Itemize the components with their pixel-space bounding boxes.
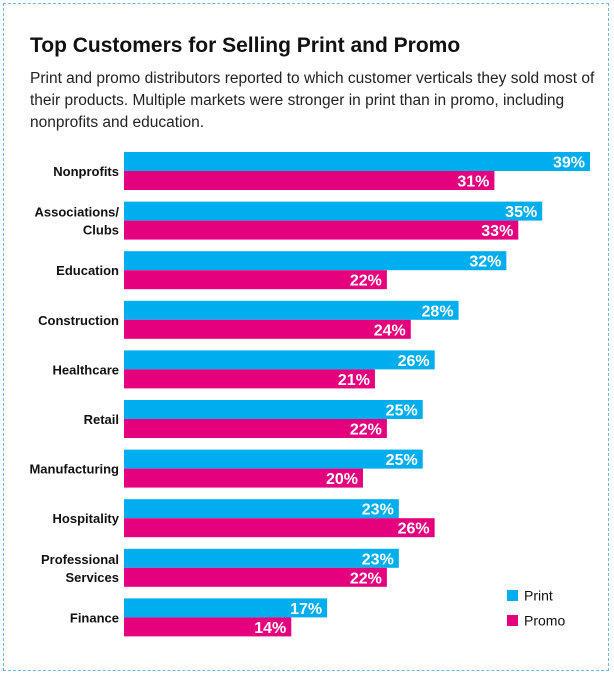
bar-print xyxy=(124,201,543,221)
bar-print xyxy=(124,350,435,370)
chart-frame xyxy=(3,3,609,671)
bar-print xyxy=(124,598,328,618)
data-label-print: 25% xyxy=(386,403,418,420)
category-group: Healthcare 26% 21% xyxy=(53,350,435,389)
category-label: Finance xyxy=(70,610,119,625)
bar-promo xyxy=(124,518,435,538)
category-label: Professional xyxy=(41,552,119,567)
bar-print xyxy=(124,152,590,171)
category-group: Associations/Clubs 35% 33% xyxy=(34,201,543,240)
legend-label-print: Print xyxy=(524,588,553,604)
chart-title: Top Customers for Selling Print and Prom… xyxy=(30,34,461,57)
data-label-print: 23% xyxy=(362,551,394,568)
data-label-print: 32% xyxy=(469,254,501,271)
data-label-promo: 20% xyxy=(326,471,358,488)
category-label: Associations/ xyxy=(34,205,119,220)
category-label: Retail xyxy=(84,412,119,427)
data-label-promo: 22% xyxy=(350,570,382,587)
category-group: Education 32% 22% xyxy=(56,251,507,290)
data-label-print: 28% xyxy=(422,303,454,320)
data-label-print: 17% xyxy=(290,601,322,618)
category-group: Nonprofits 39% 31% xyxy=(53,152,590,191)
category-label: Construction xyxy=(38,313,119,328)
data-label-promo: 22% xyxy=(350,422,382,439)
data-label-print: 25% xyxy=(386,452,418,469)
data-label-promo: 24% xyxy=(374,322,406,339)
bar-promo xyxy=(124,270,387,290)
category-group: Finance 17%14% xyxy=(70,598,328,637)
data-label-print: 39% xyxy=(553,155,585,172)
bar-print xyxy=(124,499,399,519)
bar-promo xyxy=(124,220,519,240)
legend: Print Promo xyxy=(507,588,565,629)
category-group: Hospitality 23%26% xyxy=(53,499,435,538)
bar-print xyxy=(124,251,507,271)
data-label-promo: 22% xyxy=(350,273,382,290)
category-label: Healthcare xyxy=(53,362,119,377)
category-label: Hospitality xyxy=(53,511,120,526)
category-group: Construction 28% 24% xyxy=(38,300,459,339)
data-label-promo: 14% xyxy=(254,620,286,637)
data-label-print: 26% xyxy=(398,353,430,370)
category-label: Services xyxy=(66,570,120,585)
legend-swatch-print xyxy=(507,590,518,601)
bar-print xyxy=(124,400,423,419)
data-label-promo: 26% xyxy=(398,521,430,538)
bar-promo xyxy=(124,567,387,587)
legend-swatch-promo xyxy=(507,615,518,626)
category-label: Nonprofits xyxy=(53,164,119,179)
bar-promo xyxy=(124,468,363,488)
bar-promo xyxy=(124,319,411,339)
data-label-promo: 21% xyxy=(338,372,370,389)
category-label: Manufacturing xyxy=(29,462,119,477)
bar-print xyxy=(124,449,423,469)
bar-print xyxy=(124,548,399,568)
data-label-promo: 31% xyxy=(457,174,489,191)
data-label-print: 35% xyxy=(505,204,537,221)
data-label-promo: 33% xyxy=(481,223,513,240)
bar-print xyxy=(124,300,459,320)
bar-promo xyxy=(124,369,375,389)
bar-promo xyxy=(124,419,387,438)
legend-label-promo: Promo xyxy=(524,613,565,629)
category-group: Retail 25%22% xyxy=(84,400,423,439)
category-group: Manufacturing 25% 20% xyxy=(29,449,423,488)
bar-promo xyxy=(124,171,495,190)
bar-promo xyxy=(124,617,292,637)
category-group: Professional Services 23% 22% xyxy=(41,548,399,587)
data-label-print: 23% xyxy=(362,502,394,519)
category-label: Education xyxy=(56,263,119,278)
category-label: Clubs xyxy=(83,223,119,238)
chart-subtitle: Print and promo distributors reported to… xyxy=(30,70,595,131)
